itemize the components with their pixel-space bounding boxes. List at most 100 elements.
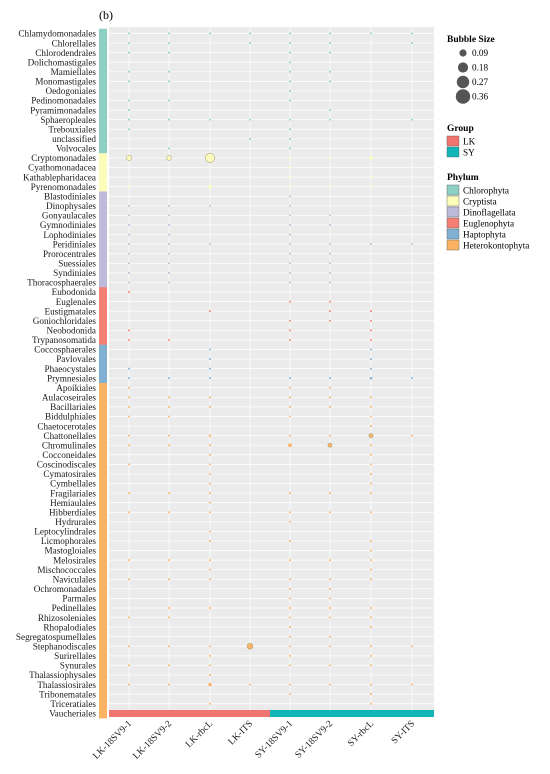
phylum-strip-cell (99, 258, 107, 269)
bubble-lk-18sv9-2-pedinellales (168, 606, 170, 609)
phylum-strip-cell (99, 488, 107, 499)
bubble-sy-rbcl-rhopalodiales (370, 626, 372, 629)
legend-size-label: 0.27 (472, 77, 488, 87)
bubble-lk-18sv9-2-fragilariales (168, 492, 170, 495)
phylum-strip-cell (99, 603, 107, 614)
phylum-strip-cell (99, 363, 107, 374)
bubble-sy-rbcl-naviculales (370, 578, 372, 581)
phylum-strip-cell (99, 239, 107, 250)
bubble-lk-18sv9-1-sphaeropleales (128, 118, 130, 121)
bubble-lk-its-chlorellales (249, 42, 251, 45)
phylum-strip-cell (99, 354, 107, 365)
legend-size-title: Bubble Size (447, 35, 495, 45)
y-label-trypanosomatida: Trypanosomatida (32, 335, 96, 345)
bubble-lk-18sv9-2-stephanodiscales (168, 645, 170, 648)
phylum-strip-cell (99, 651, 107, 661)
phylum-strip-cell (99, 153, 107, 164)
y-label-thoracosphaerales: Thoracosphaerales (27, 278, 96, 288)
bubble-sy-18sv9-2-hibberdiales (329, 511, 331, 514)
phylum-strip-cell (99, 306, 107, 317)
bubble-lk-rbcl-eustigmatales (209, 310, 211, 313)
bubble-lk-rbcl-cymbellales (209, 482, 211, 485)
phylum-strip-cell (99, 612, 107, 623)
bubble-lk-18sv9-1-chromulinales (128, 444, 130, 447)
bubble-lk-18sv9-2-pedinomonadales (168, 99, 170, 102)
bubble-lk-its-sphaeropleales (249, 118, 251, 121)
bubble-lk-18sv9-1-syndiniales (128, 271, 130, 274)
bubble-lk-18sv9-2-dinophysales (168, 204, 170, 207)
y-label-eubodonida: Eubodonida (52, 287, 96, 297)
bubble-lk-rbcl-hibberdiales (209, 511, 211, 514)
phylum-strip-cell (99, 114, 107, 125)
phylum-strip-cell (99, 47, 107, 58)
panel-label: (b) (99, 8, 113, 22)
bubble-sy-rbcl-pavlovales (370, 358, 372, 361)
bubble-lk-rbcl-dinophysales (209, 204, 211, 207)
bubble-sy-18sv9-1-peridiniales (289, 243, 291, 246)
bubble-lk-rbcl-surirellales (209, 654, 211, 657)
bubble-lk-18sv9-2-melosirales (168, 559, 170, 562)
bubble-lk-rbcl-cocconeidales (209, 453, 211, 456)
bubble-sy-18sv9-1-trebouxiales (289, 128, 291, 131)
bubble-sy-18sv9-2-prorocentrales (329, 252, 331, 255)
bubble-sy-rbcl-cryptomonadales (369, 156, 373, 160)
phylum-strip-cell (99, 660, 107, 671)
bubble-sy-its-prymnesiales (411, 377, 413, 380)
y-label-parmales: Parmales (62, 594, 96, 604)
y-label-biddulphiales: Biddulphiales (45, 412, 96, 422)
phylum-strip-cell (99, 631, 107, 642)
legend-phylum-swatch-cryptista (446, 195, 460, 207)
bubble-sy-18sv9-1-parmales (289, 597, 291, 600)
x-label-lk-its: LK-ITS (227, 719, 255, 747)
bubble-sy-18sv9-2-cryptomonadales (328, 156, 332, 160)
bubble-sy-18sv9-1-bacillariales (289, 405, 291, 408)
bubble-sy-18sv9-1-pedinellales (289, 606, 291, 609)
phylum-strip-cell (99, 172, 107, 183)
y-label-tribonematales: Tribonematales (39, 689, 96, 699)
bubble-lk-18sv9-2-aulacoseirales (168, 396, 170, 399)
y-label-cryptomonadales: Cryptomonadales (31, 153, 96, 163)
bubble-sy-its-stephanodiscales (411, 645, 413, 648)
bubble-sy-rbcl-tribonematales (370, 693, 372, 696)
x-label-sy-its: SY-ITS (390, 719, 417, 746)
phylum-strip-cell (99, 526, 107, 537)
bubble-lk-18sv9-2-naviculales (168, 578, 170, 581)
bubble-sy-18sv9-1-hibberdiales (289, 511, 291, 514)
bubble-sy-18sv9-1-hydrurales (289, 520, 291, 523)
bubble-sy-18sv9-1-thalassiosirales (289, 683, 291, 686)
phylum-strip-cell (99, 670, 107, 681)
phylum-strip-cell (99, 28, 107, 39)
bubble-lk-18sv9-1-aulacoseirales (128, 396, 130, 399)
bubble-sy-its-chattonellales (411, 434, 413, 437)
phylum-strip-cell (99, 191, 107, 202)
phylum-strip-cell (99, 411, 107, 422)
phylum-strip-cell (99, 449, 107, 460)
bubble-lk-18sv9-2-prymnesiales (168, 377, 170, 380)
phylum-strip-cell (99, 698, 107, 709)
bubble-lk-rbcl-stephanodiscales (209, 645, 211, 648)
phylum-strip-cell (99, 325, 107, 336)
phylum-strip-cell (99, 564, 107, 575)
bubble-sy-its-chlorellales (411, 42, 413, 45)
phylum-strip-cell (99, 201, 107, 211)
y-label-cymbellales: Cymbellales (50, 479, 96, 489)
bubble-lk-its-thalassiosirales (249, 683, 251, 686)
bubble-lk-18sv9-2-bacillariales (168, 405, 170, 408)
y-label-gymnodiniales: Gymnodiniales (40, 220, 97, 230)
y-label-suessiales: Suessiales (58, 258, 96, 268)
bubble-sy-18sv9-2-euglenales (329, 300, 331, 303)
bubble-sy-rbcl-coscinodiscales (370, 463, 372, 466)
y-label-mischococcales: Mischococcales (37, 565, 96, 575)
bubble-sy-rbcl-peridiniales (370, 243, 372, 246)
legend-phylum-swatch-euglenophyta (446, 217, 460, 229)
bubble-sy-rbcl-pyrenomonadales (370, 185, 372, 188)
bubble-sy-18sv9-2-ochromonadales (329, 587, 331, 590)
bubble-sy-rbcl-triceratiales (370, 702, 372, 705)
bubble-lk-18sv9-1-hibberdiales (128, 511, 130, 514)
bubble-sy-18sv9-1-trypanosomatida (289, 338, 291, 341)
bubble-lk-18sv9-2-chlamydomonadales (168, 32, 170, 35)
bubble-sy-18sv9-1-melosirales (289, 559, 291, 562)
y-label-pyramimonadales: Pyramimonadales (30, 105, 96, 115)
bubble-sy-18sv9-1-sphaeropleales (289, 118, 291, 121)
y-label-chattonellales: Chattonellales (43, 431, 96, 441)
